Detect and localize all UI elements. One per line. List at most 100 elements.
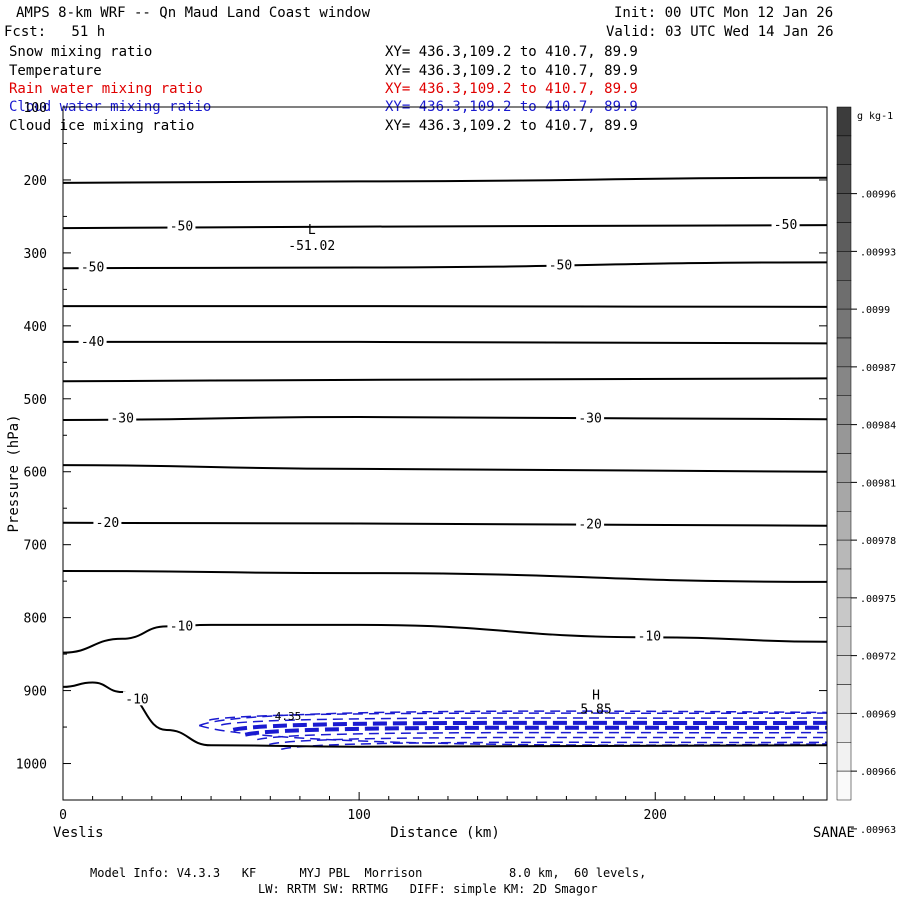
field-name-cloud-ice: Cloud ice mixing ratio bbox=[9, 118, 195, 134]
colorbar-label: .00981 bbox=[860, 478, 896, 489]
cloud-water-contour bbox=[281, 741, 828, 751]
colorbar-segment bbox=[836, 655, 852, 685]
isotherm-label-bg bbox=[576, 516, 605, 531]
isotherm-label: -50 bbox=[774, 218, 797, 233]
colorbar-segment bbox=[836, 366, 852, 396]
colorbar-segment bbox=[836, 193, 852, 223]
y-axis-title: Pressure (hPa) bbox=[6, 414, 22, 532]
isotherm-label-bg bbox=[771, 217, 800, 232]
isotherm-line bbox=[62, 176, 828, 184]
colorbar-label: .00963 bbox=[860, 825, 896, 836]
isotherm-label-bg bbox=[635, 628, 664, 643]
isotherm-label: -20 bbox=[96, 516, 119, 531]
cloud-water-contour bbox=[232, 720, 828, 732]
colorbar-label: .00978 bbox=[860, 536, 896, 547]
y-tick-label: 800 bbox=[24, 612, 47, 627]
colorbar-label: .00993 bbox=[860, 247, 896, 258]
init-time: Init: 00 UTC Mon 12 Jan 26 bbox=[614, 5, 834, 21]
isotherm-line bbox=[62, 261, 828, 270]
footer-physics: LW: RRTM SW: RRTMG DIFF: simple KM: 2D S… bbox=[258, 882, 598, 896]
field-xy-temperature: XY= 436.3,109.2 to 410.7, 89.9 bbox=[385, 63, 638, 79]
y-tick-label: 500 bbox=[24, 393, 47, 408]
colorbar-segment bbox=[836, 713, 852, 743]
temp-min-value: -51.02 bbox=[288, 239, 335, 254]
colorbar-segment bbox=[836, 106, 852, 137]
cloud-water-contour bbox=[209, 712, 828, 721]
isotherm-label: -10 bbox=[170, 619, 193, 634]
valid-time: Valid: 03 UTC Wed 14 Jan 26 bbox=[606, 24, 834, 40]
isotherm-label: -30 bbox=[578, 411, 601, 426]
y-tick-label: 400 bbox=[24, 320, 47, 335]
cloud-water-max-marker: H bbox=[592, 689, 600, 704]
field-name-rain: Rain water mixing ratio bbox=[9, 81, 203, 97]
cloud-water-envelope-top bbox=[198, 710, 828, 727]
colorbar-segment bbox=[836, 222, 852, 252]
colorbar-label: .00966 bbox=[860, 767, 896, 778]
colorbar-segment bbox=[836, 770, 852, 801]
isotherm-line bbox=[62, 464, 828, 473]
temp-min-marker: L bbox=[308, 223, 316, 238]
isotherm-label: -40 bbox=[81, 335, 104, 350]
isotherm-label: -30 bbox=[110, 411, 133, 426]
colorbar-segment bbox=[836, 308, 852, 339]
isotherm-label-bg bbox=[108, 410, 137, 425]
y-tick-label: 200 bbox=[24, 174, 47, 189]
colorbar-segment bbox=[836, 511, 852, 541]
isotherm-line bbox=[63, 305, 828, 308]
colorbar-segment bbox=[836, 337, 852, 368]
x-tick-label: 0 bbox=[59, 808, 67, 823]
isotherm-label: -50 bbox=[81, 260, 104, 275]
isotherm-line bbox=[62, 569, 828, 583]
colorbar-segment bbox=[836, 568, 852, 599]
colorbar-segment bbox=[836, 164, 852, 194]
y-tick-label: 300 bbox=[24, 247, 47, 262]
colorbar-segment bbox=[836, 135, 852, 165]
isotherm-label: -50 bbox=[549, 258, 572, 273]
colorbar-segment bbox=[836, 424, 852, 454]
isotherm-label: -10 bbox=[638, 630, 661, 645]
y-tick-label: 900 bbox=[24, 685, 47, 700]
isotherm-label-bg bbox=[93, 514, 122, 529]
cloud-water-contour bbox=[257, 731, 828, 741]
colorbar-segment bbox=[836, 251, 852, 281]
isotherm-line bbox=[62, 521, 828, 527]
low-value-label: 4.35 bbox=[275, 710, 302, 723]
cloud-water-max-value: 5.85 bbox=[580, 703, 611, 718]
x-tick-label: 200 bbox=[644, 808, 667, 823]
endpoint-left-label: Veslis bbox=[53, 825, 104, 841]
plot-frame bbox=[62, 106, 828, 801]
isotherm-label-bg bbox=[167, 618, 196, 633]
field-name-snow: Snow mixing ratio bbox=[9, 44, 153, 60]
colorbar-segment bbox=[836, 539, 852, 570]
y-tick-label: 700 bbox=[24, 539, 47, 554]
field-xy-snow: XY= 436.3,109.2 to 410.7, 89.9 bbox=[385, 44, 638, 60]
colorbar-unit: g kg-1 bbox=[857, 111, 893, 122]
field-xy-cloud-ice: XY= 436.3,109.2 to 410.7, 89.9 bbox=[385, 118, 638, 134]
isotherm-label: -20 bbox=[578, 517, 601, 532]
colorbar-segment bbox=[836, 482, 852, 512]
colorbar-label: .0099 bbox=[860, 305, 890, 316]
x-axis-title: Distance (km) bbox=[390, 825, 500, 841]
isotherm-label-bg bbox=[123, 691, 152, 706]
colorbar-segment bbox=[836, 280, 852, 310]
forecast-hour: Fcst: 51 h bbox=[4, 24, 106, 40]
cloud-water-envelope-bottom bbox=[198, 724, 828, 746]
isotherm-line bbox=[62, 340, 828, 345]
colorbar-label: .00987 bbox=[860, 363, 896, 374]
colorbar-segment bbox=[836, 597, 852, 627]
footer-model-info: Model Info: V4.3.3 KF MYJ PBL Morrison 8… bbox=[90, 866, 647, 880]
colorbar-segment bbox=[836, 684, 852, 714]
colorbar-label: .00969 bbox=[860, 709, 896, 720]
isotherm-label-bg bbox=[78, 333, 107, 348]
y-tick-label: 100 bbox=[24, 101, 47, 116]
y-tick-label: 600 bbox=[24, 466, 47, 481]
field-name-temperature: Temperature bbox=[9, 63, 102, 79]
endpoint-right-label: SANAE bbox=[813, 825, 855, 841]
isotherm-label-bg bbox=[546, 257, 575, 272]
colorbar-segment bbox=[836, 742, 852, 772]
cloud-water-contour bbox=[221, 717, 828, 726]
colorbar-label: .00972 bbox=[860, 652, 896, 663]
isotherm-label-bg bbox=[576, 410, 605, 425]
colorbar-label: .00984 bbox=[860, 421, 896, 432]
